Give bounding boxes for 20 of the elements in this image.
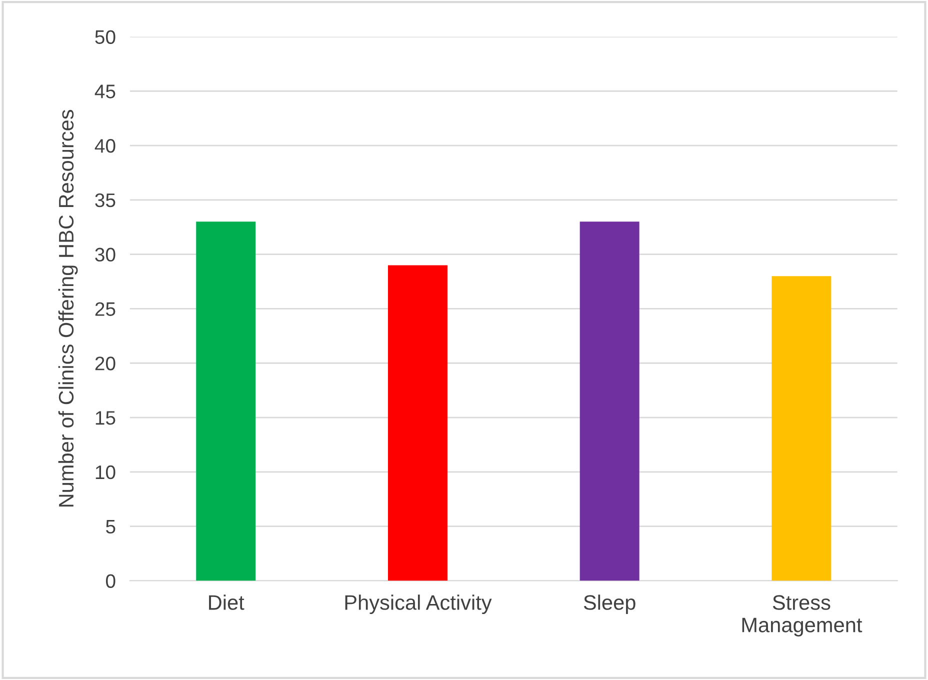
- x-tick-label: Physical Activity: [345, 594, 492, 614]
- y-tick-label: 5: [106, 520, 116, 534]
- x-tick-label: Diet: [209, 594, 244, 610]
- y-tick-label: 20: [95, 356, 116, 370]
- y-tick-label: 45: [94, 84, 116, 98]
- y-tick-label: 50: [95, 30, 116, 44]
- y-tick-label: 30: [95, 248, 116, 262]
- bar: [196, 222, 256, 581]
- y-tick-label: 10: [96, 465, 116, 480]
- x-tick-label: Stress Management: [742, 595, 862, 636]
- bar: [580, 222, 640, 581]
- y-tick-label: 0: [106, 574, 116, 588]
- bar: [388, 265, 448, 581]
- y-tick-label: 35: [95, 193, 116, 208]
- x-tick-label: Sleep: [584, 594, 636, 614]
- y-tick-label: 25: [95, 302, 116, 316]
- y-tick-label: 40: [94, 138, 116, 153]
- bar: [772, 276, 832, 581]
- y-tick-label: 15: [96, 411, 116, 425]
- y-axis-title: Number of Clinics Offering HBC Resources: [58, 110, 78, 507]
